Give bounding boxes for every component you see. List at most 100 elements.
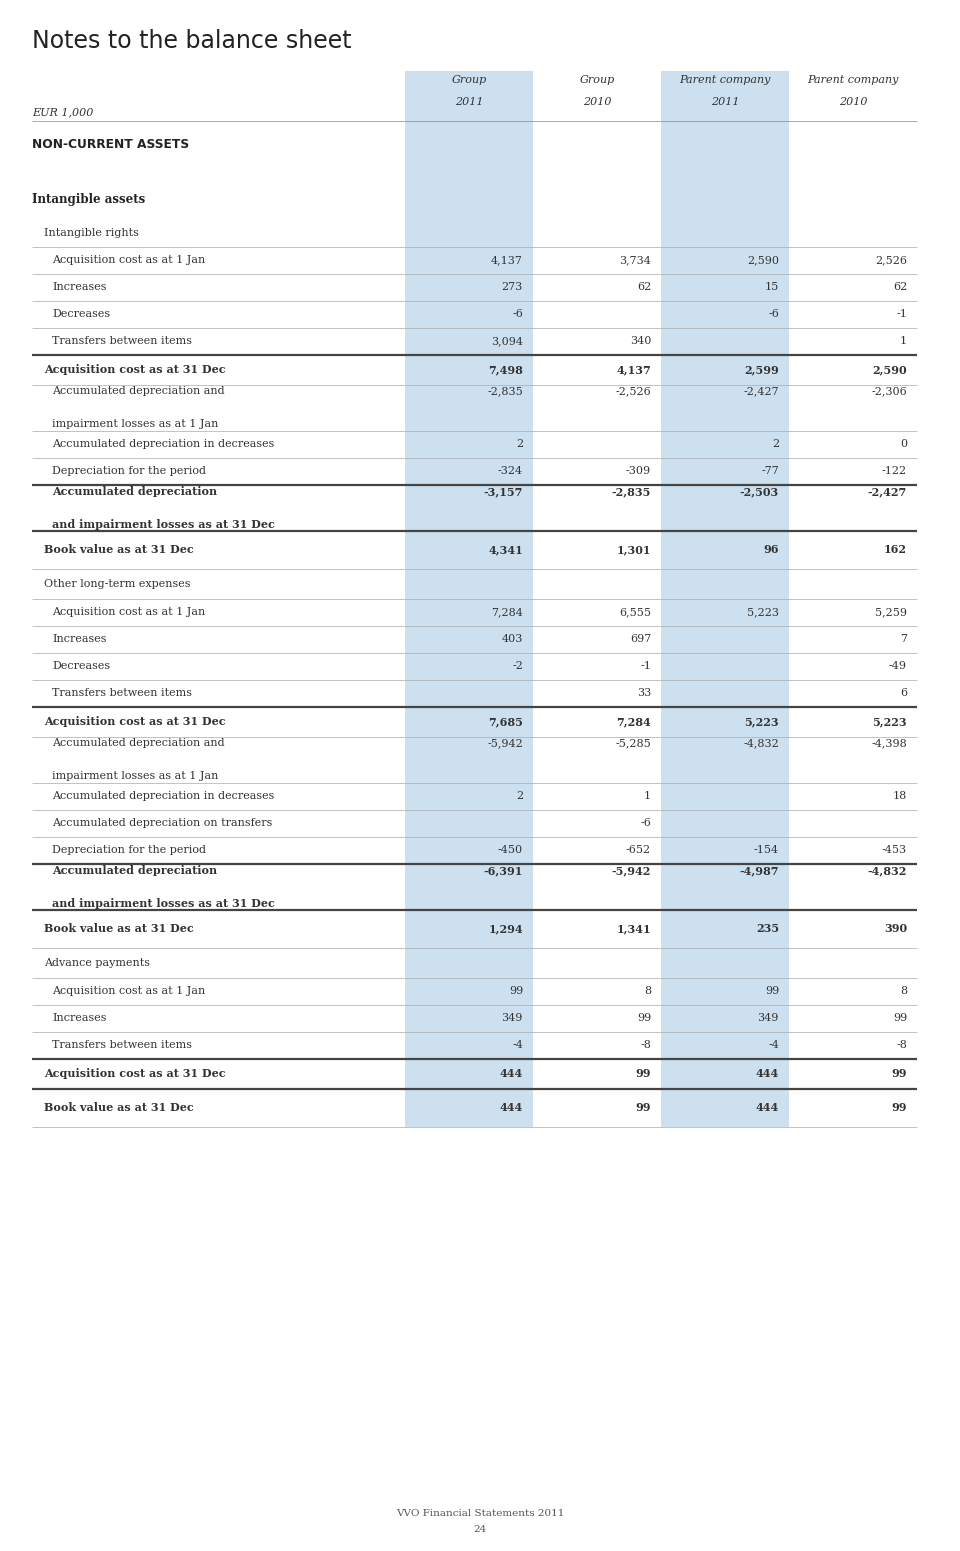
Text: Group: Group — [451, 74, 487, 85]
Text: -2,306: -2,306 — [872, 386, 907, 397]
Text: Acquisition cost as at 31 Dec: Acquisition cost as at 31 Dec — [44, 717, 226, 727]
Text: Advance payments: Advance payments — [44, 959, 150, 968]
Text: 235: 235 — [756, 923, 779, 935]
Text: Other long-term expenses: Other long-term expenses — [44, 579, 190, 589]
Text: -6: -6 — [640, 819, 651, 828]
Text: 2,590: 2,590 — [873, 364, 907, 375]
Text: -652: -652 — [626, 845, 651, 856]
Text: -2,503: -2,503 — [740, 485, 779, 496]
Text: 6: 6 — [900, 689, 907, 698]
Text: Transfers between items: Transfers between items — [52, 689, 192, 698]
Text: Accumulated depreciation and: Accumulated depreciation and — [52, 386, 225, 397]
Text: 7: 7 — [900, 634, 907, 645]
Text: Depreciation for the period: Depreciation for the period — [52, 467, 206, 476]
Text: 96: 96 — [763, 544, 779, 555]
Text: 444: 444 — [500, 1069, 523, 1079]
Text: Decreases: Decreases — [52, 310, 110, 320]
Text: -450: -450 — [498, 845, 523, 856]
Text: 8: 8 — [900, 986, 907, 996]
Text: impairment losses as at 1 Jan: impairment losses as at 1 Jan — [52, 771, 218, 782]
Text: 3,734: 3,734 — [619, 256, 651, 265]
Text: -154: -154 — [754, 845, 779, 856]
Text: NON-CURRENT ASSETS: NON-CURRENT ASSETS — [32, 138, 189, 152]
Text: 62: 62 — [893, 282, 907, 293]
Text: -49: -49 — [889, 661, 907, 672]
Text: -1: -1 — [640, 661, 651, 672]
Text: 2,526: 2,526 — [875, 256, 907, 265]
Text: 99: 99 — [636, 1013, 651, 1024]
Text: 1,341: 1,341 — [616, 923, 651, 935]
Text: Acquisition cost as at 31 Dec: Acquisition cost as at 31 Dec — [44, 364, 226, 375]
Text: -4,987: -4,987 — [739, 865, 779, 876]
Text: 2010: 2010 — [839, 98, 867, 107]
Text: 33: 33 — [636, 689, 651, 698]
Text: -4,832: -4,832 — [743, 738, 779, 749]
Text: 444: 444 — [756, 1103, 779, 1114]
Text: 4,137: 4,137 — [492, 256, 523, 265]
Text: 444: 444 — [500, 1103, 523, 1114]
Text: Acquisition cost as at 1 Jan: Acquisition cost as at 1 Jan — [52, 986, 205, 996]
Text: -2,835: -2,835 — [612, 485, 651, 496]
Text: -309: -309 — [626, 467, 651, 476]
Text: -4,398: -4,398 — [872, 738, 907, 749]
Text: -2,427: -2,427 — [743, 386, 779, 397]
Text: -2,427: -2,427 — [868, 485, 907, 496]
Text: 2: 2 — [516, 439, 523, 450]
Text: -324: -324 — [498, 467, 523, 476]
Text: Decreases: Decreases — [52, 661, 110, 672]
Text: 2: 2 — [772, 439, 779, 450]
Text: -453: -453 — [882, 845, 907, 856]
Text: 349: 349 — [502, 1013, 523, 1024]
Text: Accumulated depreciation in decreases: Accumulated depreciation in decreases — [52, 439, 275, 450]
Text: 403: 403 — [502, 634, 523, 645]
Text: 7,498: 7,498 — [488, 364, 523, 375]
Text: 15: 15 — [765, 282, 779, 293]
Text: 5,223: 5,223 — [747, 608, 779, 617]
Text: 6,555: 6,555 — [619, 608, 651, 617]
Text: -5,285: -5,285 — [615, 738, 651, 749]
Text: 162: 162 — [884, 544, 907, 555]
Text: Increases: Increases — [52, 634, 107, 645]
Text: -4,832: -4,832 — [868, 865, 907, 876]
Text: -2,526: -2,526 — [615, 386, 651, 397]
Text: Book value as at 31 Dec: Book value as at 31 Dec — [44, 1103, 194, 1114]
Text: 99: 99 — [892, 1069, 907, 1079]
Text: 7,685: 7,685 — [488, 717, 523, 727]
Text: Transfers between items: Transfers between items — [52, 337, 192, 346]
Text: 24: 24 — [473, 1525, 487, 1534]
Text: Intangible rights: Intangible rights — [44, 228, 139, 237]
Text: 1: 1 — [644, 791, 651, 802]
Bar — [405, 71, 533, 1128]
Text: 99: 99 — [636, 1069, 651, 1079]
Text: Accumulated depreciation and: Accumulated depreciation and — [52, 738, 225, 749]
Text: 340: 340 — [630, 337, 651, 346]
Text: -4: -4 — [512, 1041, 523, 1050]
Text: -122: -122 — [882, 467, 907, 476]
Text: 390: 390 — [884, 923, 907, 935]
Text: Intangible assets: Intangible assets — [32, 194, 145, 206]
Text: 99: 99 — [509, 986, 523, 996]
Text: -8: -8 — [640, 1041, 651, 1050]
Text: 2010: 2010 — [583, 98, 612, 107]
Text: 18: 18 — [893, 791, 907, 802]
Text: -2,835: -2,835 — [488, 386, 523, 397]
Text: VVO Financial Statements 2011: VVO Financial Statements 2011 — [396, 1509, 564, 1517]
Text: 7,284: 7,284 — [492, 608, 523, 617]
Text: Parent company: Parent company — [680, 74, 771, 85]
Text: 5,223: 5,223 — [744, 717, 779, 727]
Text: Book value as at 31 Dec: Book value as at 31 Dec — [44, 544, 194, 555]
Text: Group: Group — [580, 74, 614, 85]
Text: Accumulated depreciation on transfers: Accumulated depreciation on transfers — [52, 819, 273, 828]
Text: 7,284: 7,284 — [616, 717, 651, 727]
Text: Depreciation for the period: Depreciation for the period — [52, 845, 206, 856]
Text: Accumulated depreciation: Accumulated depreciation — [52, 865, 217, 876]
Text: 273: 273 — [502, 282, 523, 293]
Text: Acquisition cost as at 1 Jan: Acquisition cost as at 1 Jan — [52, 256, 205, 265]
Text: 697: 697 — [630, 634, 651, 645]
Text: -4: -4 — [768, 1041, 779, 1050]
Text: -6: -6 — [512, 310, 523, 320]
Text: -77: -77 — [761, 467, 779, 476]
Text: -5,942: -5,942 — [612, 865, 651, 876]
Text: Transfers between items: Transfers between items — [52, 1041, 192, 1050]
Text: Book value as at 31 Dec: Book value as at 31 Dec — [44, 923, 194, 935]
